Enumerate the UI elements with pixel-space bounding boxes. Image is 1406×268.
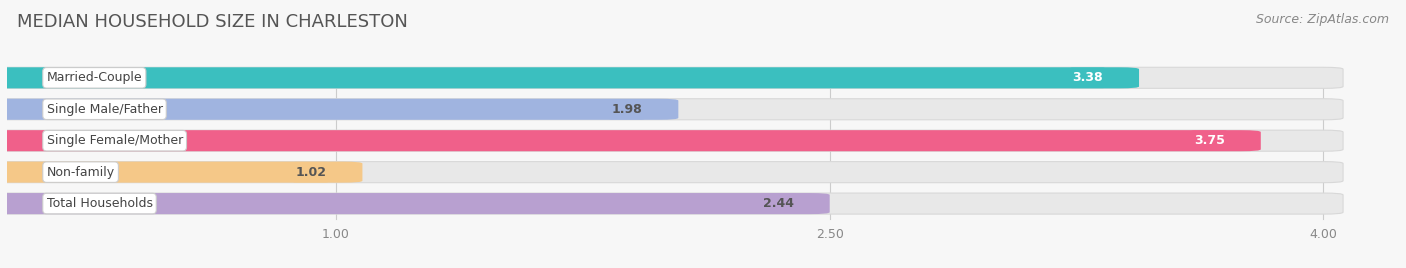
FancyBboxPatch shape [0,193,830,214]
Text: 3.75: 3.75 [1194,134,1225,147]
Text: Single Female/Mother: Single Female/Mother [46,134,183,147]
FancyBboxPatch shape [0,193,1343,214]
Text: MEDIAN HOUSEHOLD SIZE IN CHARLESTON: MEDIAN HOUSEHOLD SIZE IN CHARLESTON [17,13,408,31]
Text: Married-Couple: Married-Couple [46,71,142,84]
Text: 2.44: 2.44 [762,197,793,210]
Text: 3.38: 3.38 [1073,71,1102,84]
Text: Source: ZipAtlas.com: Source: ZipAtlas.com [1256,13,1389,27]
FancyBboxPatch shape [0,67,1139,88]
FancyBboxPatch shape [0,99,678,120]
FancyBboxPatch shape [0,67,1343,88]
FancyBboxPatch shape [0,130,1343,151]
Text: 1.98: 1.98 [612,103,643,116]
Text: Total Households: Total Households [46,197,152,210]
Text: Single Male/Father: Single Male/Father [46,103,163,116]
Text: 1.02: 1.02 [295,166,326,179]
FancyBboxPatch shape [0,130,1261,151]
FancyBboxPatch shape [0,99,1343,120]
Text: Non-family: Non-family [46,166,115,179]
FancyBboxPatch shape [0,162,1343,183]
FancyBboxPatch shape [0,162,363,183]
